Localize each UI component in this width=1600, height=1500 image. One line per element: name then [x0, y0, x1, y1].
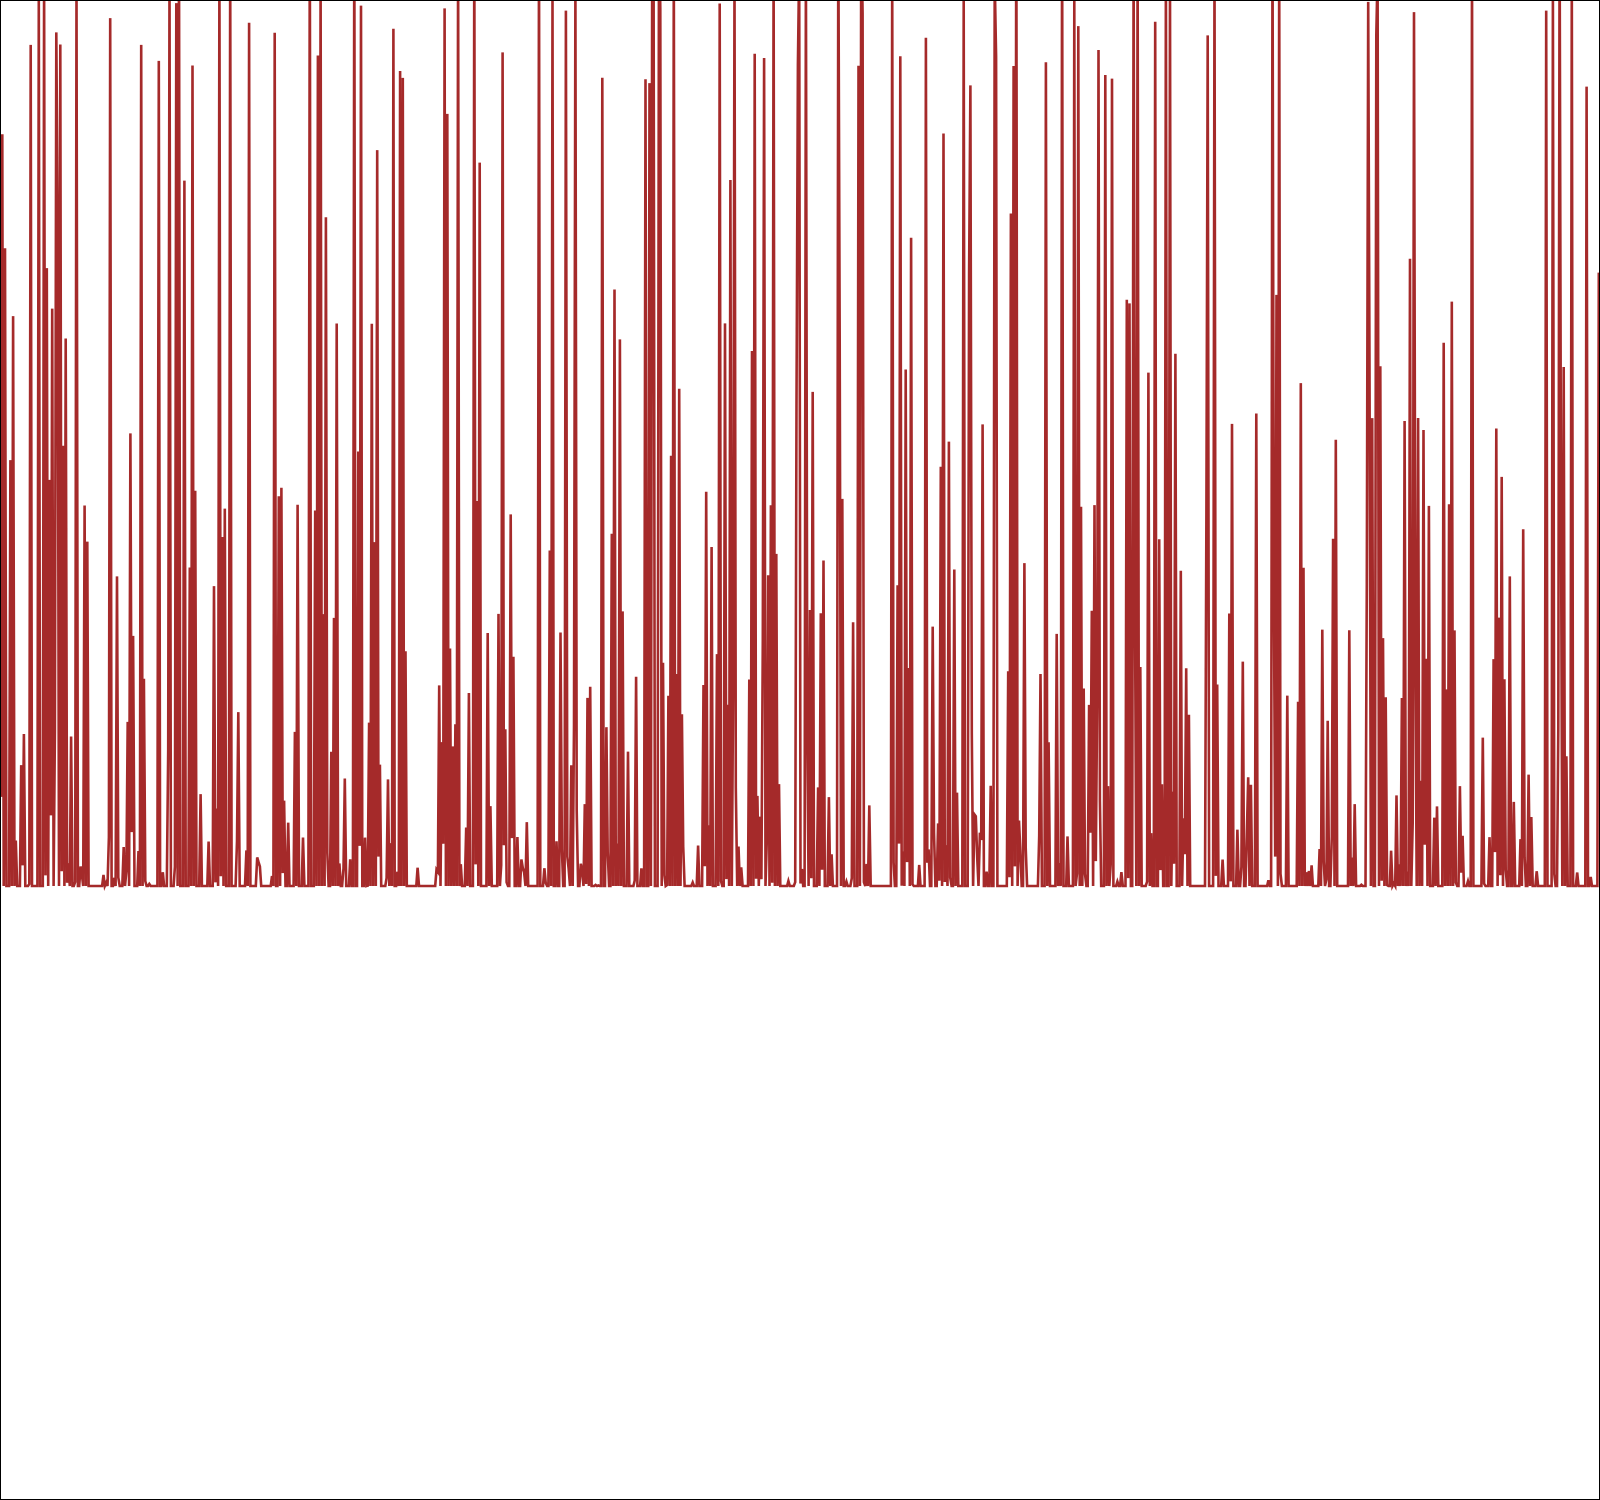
series-layer	[1, 1, 1599, 892]
series-line-0	[1, 1, 1599, 892]
